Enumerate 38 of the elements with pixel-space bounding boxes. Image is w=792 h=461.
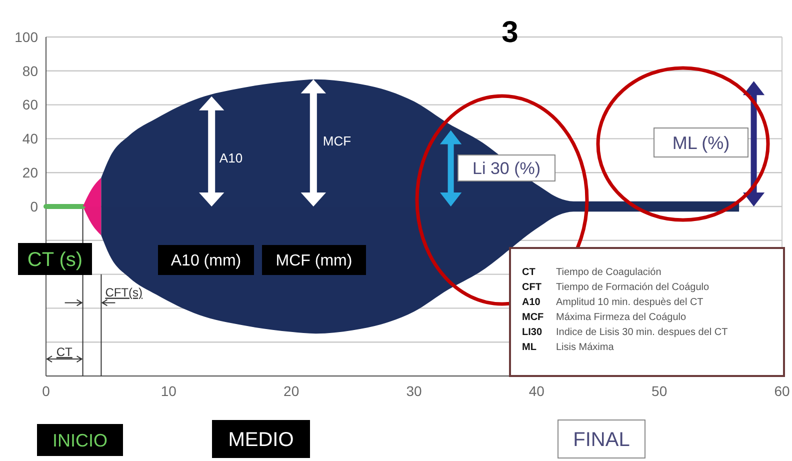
x-tick-label: 40 xyxy=(528,383,545,399)
y-tick-label: 100 xyxy=(14,28,38,45)
y-tick-label: 60 xyxy=(22,96,38,113)
annotation: A10 xyxy=(219,150,243,166)
y-tick-label: 40 xyxy=(22,130,38,147)
chart-title: 3 xyxy=(502,16,518,49)
annotation: Tiempo de Coagulación xyxy=(556,267,662,278)
annotation: MCF xyxy=(322,134,352,149)
x-tick-label: 0 xyxy=(42,383,50,399)
annotation: ML xyxy=(522,342,536,353)
y-tick-label: 0 xyxy=(30,198,38,214)
annotation: CT xyxy=(522,267,536,278)
ref-line-label: CT xyxy=(56,345,74,360)
annotation: Lisis Máxima xyxy=(556,342,614,353)
x-tick-label: 50 xyxy=(652,383,668,399)
annotation: MCF xyxy=(522,312,544,323)
annotation: Tiempo de Formación del Coágulo xyxy=(556,282,710,293)
annotation: CT (s) xyxy=(27,249,83,271)
annotation: CFT xyxy=(522,282,542,293)
x-tick-label: 20 xyxy=(284,383,300,399)
y-tick-label: 20 xyxy=(22,164,38,180)
annotation: LI30 xyxy=(522,327,542,338)
text: FINAL xyxy=(573,429,630,451)
text: MEDIO xyxy=(228,429,294,451)
annotation: ML (%) xyxy=(672,132,730,153)
ref-line-label: CFT(s) xyxy=(105,286,143,300)
x-tick-label: 10 xyxy=(160,383,177,399)
x-tick-label: 30 xyxy=(406,383,422,399)
annotation: A10 (mm) xyxy=(170,252,242,270)
annotation: Li 30 (%) xyxy=(472,158,541,178)
annotation: Indice de Lisis 30 min. despues del CT xyxy=(556,327,728,338)
text: INICIO xyxy=(52,430,108,450)
x-tick-label: 60 xyxy=(774,383,790,399)
annotation: A10 xyxy=(522,297,541,308)
y-tick-label: 80 xyxy=(22,62,38,79)
annotation: MCF (mm) xyxy=(276,252,352,270)
annotation: Máxima Firmeza del Coágulo xyxy=(556,312,686,323)
annotation: Amplitud 10 min. despuès del CT xyxy=(556,297,704,308)
